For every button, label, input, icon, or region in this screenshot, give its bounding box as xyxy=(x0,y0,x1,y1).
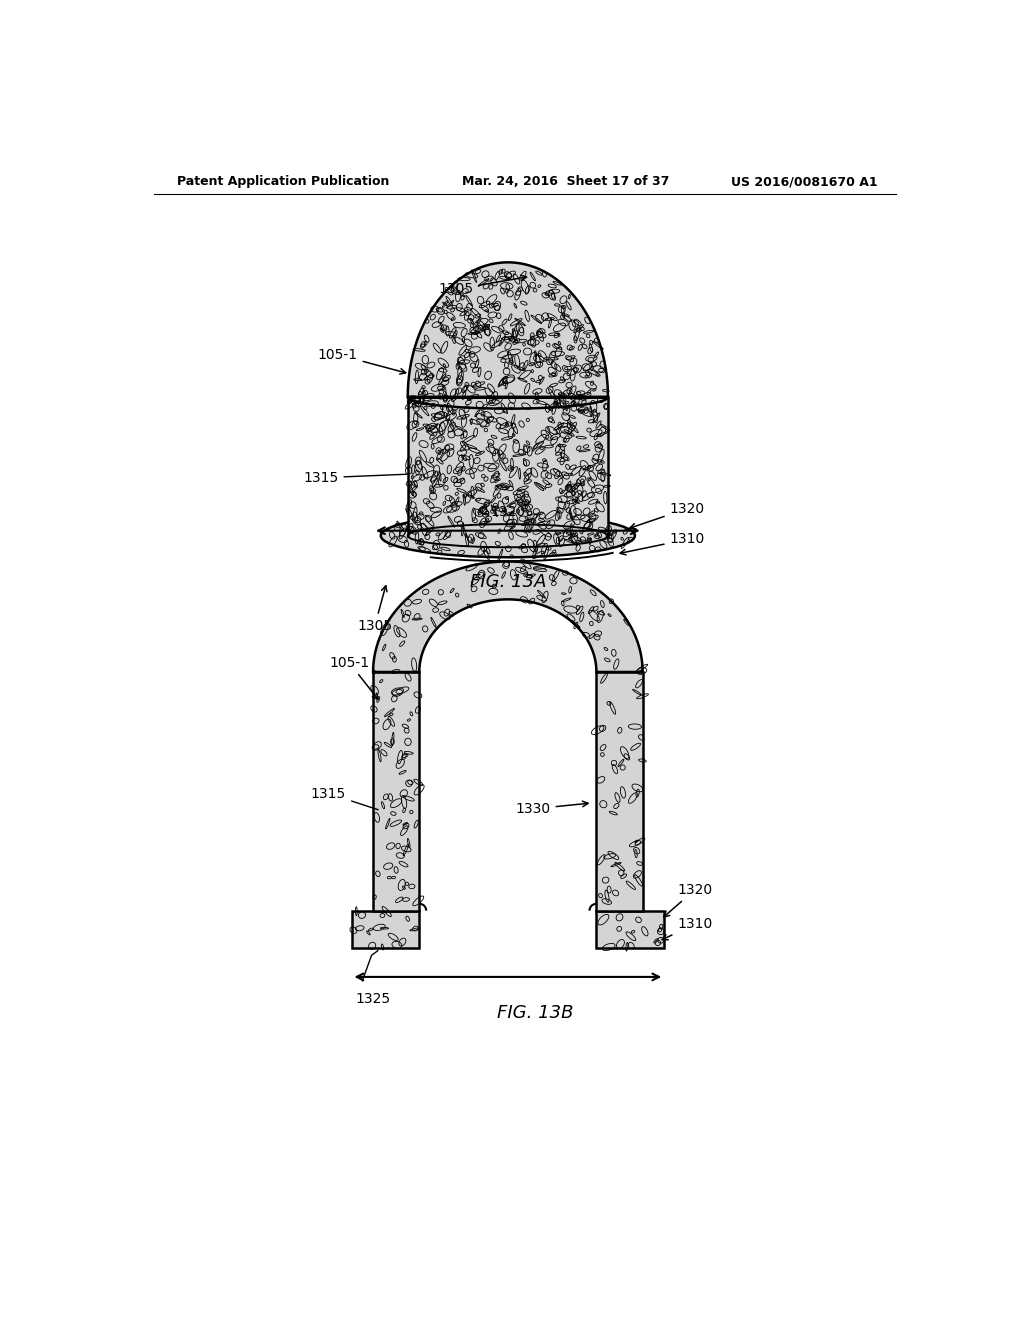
Polygon shape xyxy=(373,672,419,911)
Polygon shape xyxy=(596,911,665,948)
Text: US 2016/0081670 A1: US 2016/0081670 A1 xyxy=(731,176,878,187)
Text: 105-1: 105-1 xyxy=(329,656,378,700)
Polygon shape xyxy=(596,672,643,911)
Text: FIG. 13A: FIG. 13A xyxy=(470,573,546,591)
Polygon shape xyxy=(351,911,419,948)
Text: FIG. 13B: FIG. 13B xyxy=(497,1005,573,1022)
Text: Patent Application Publication: Patent Application Publication xyxy=(177,176,389,187)
Text: 1315: 1315 xyxy=(311,787,378,809)
Text: 1320: 1320 xyxy=(490,506,525,519)
Text: Mar. 24, 2016  Sheet 17 of 37: Mar. 24, 2016 Sheet 17 of 37 xyxy=(462,176,669,187)
Text: 1320: 1320 xyxy=(630,502,705,529)
Text: 1305: 1305 xyxy=(438,275,526,296)
Text: 1330: 1330 xyxy=(515,801,588,816)
Ellipse shape xyxy=(408,524,608,548)
Text: 1320: 1320 xyxy=(664,883,713,917)
Text: 1305: 1305 xyxy=(357,586,392,632)
Polygon shape xyxy=(373,561,643,672)
Ellipse shape xyxy=(381,515,635,557)
Text: 1310: 1310 xyxy=(663,917,713,940)
Bar xyxy=(408,397,608,536)
Text: 1310: 1310 xyxy=(621,532,705,554)
Text: 1325: 1325 xyxy=(355,993,390,1006)
Polygon shape xyxy=(408,263,608,397)
Text: 1315: 1315 xyxy=(303,471,408,484)
Text: 105-1: 105-1 xyxy=(317,347,406,374)
